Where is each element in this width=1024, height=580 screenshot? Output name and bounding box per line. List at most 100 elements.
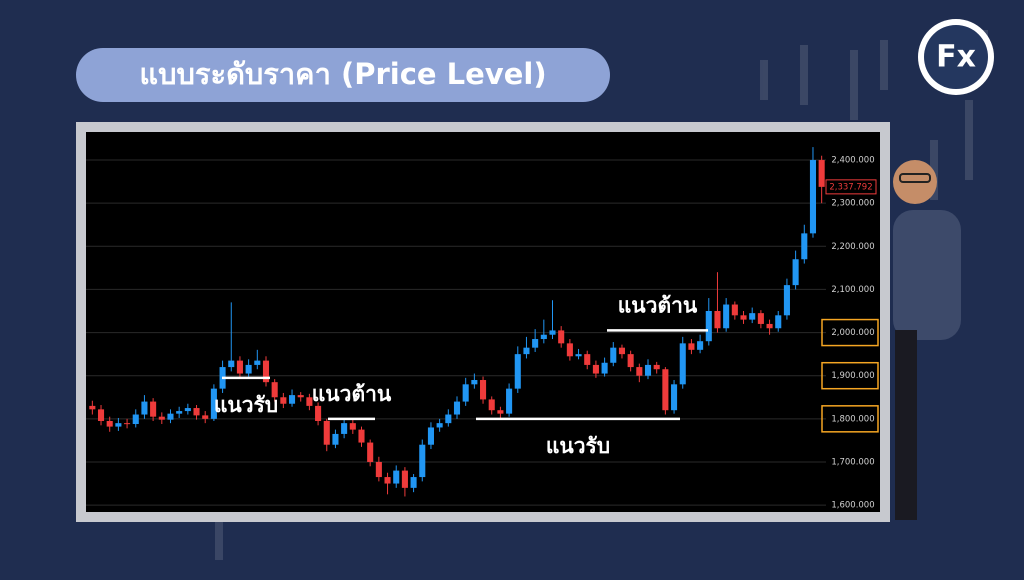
logo — [924, 25, 988, 89]
candle-body — [141, 401, 148, 415]
title-pill — [76, 48, 610, 102]
candle-body — [436, 423, 443, 428]
candle-body — [315, 405, 322, 421]
candle-body — [601, 362, 608, 374]
candle-body — [679, 343, 686, 385]
tick-highlight — [821, 405, 879, 433]
candle-body — [714, 311, 721, 329]
candle-body — [271, 382, 278, 398]
candle-body — [341, 423, 348, 434]
candle-body — [367, 442, 374, 462]
candle-body — [566, 343, 573, 357]
title: แบบระดับราคา (Price Level) — [139, 57, 546, 91]
candle-body — [671, 384, 678, 411]
candle-body — [662, 369, 669, 411]
candle-body — [228, 360, 235, 368]
candle-body — [306, 397, 313, 406]
candle-body — [749, 313, 756, 320]
candle-body — [375, 461, 382, 478]
candle-body — [158, 416, 165, 420]
candle-body — [358, 429, 365, 443]
candle-body — [332, 433, 339, 445]
candle-body — [592, 364, 599, 374]
candle-body — [766, 323, 773, 329]
candle-body — [775, 315, 782, 329]
candle-body — [584, 354, 591, 365]
candle-body — [740, 315, 747, 320]
y-tick-label: 2,100.000 — [831, 285, 874, 295]
candle-body — [401, 470, 408, 488]
level-label: แนวต้าน — [618, 293, 698, 317]
candle-body — [245, 364, 252, 374]
candle-body — [97, 409, 105, 421]
candle-body — [254, 360, 261, 365]
candle-body — [497, 410, 504, 414]
candle-body — [124, 423, 131, 425]
chart-area — [86, 132, 880, 512]
candle-body — [453, 401, 461, 415]
candle-body — [89, 405, 96, 410]
y-tick-label: 1,600.000 — [831, 501, 874, 511]
candle-body — [488, 399, 495, 411]
candle-body — [618, 347, 626, 355]
candle-body — [167, 413, 174, 420]
candle-body — [106, 420, 113, 427]
candle-body — [384, 477, 391, 484]
candle-body — [540, 334, 547, 340]
y-tick-label: 2,300.000 — [831, 199, 874, 209]
candle-body — [636, 367, 643, 376]
last-price-box — [825, 179, 877, 195]
candle-body — [627, 354, 634, 368]
candle-body — [688, 343, 695, 350]
candle-body — [236, 360, 243, 374]
plot: 1,600.000 1,700.000 1,800.000 1,900.000 2,00… — [86, 147, 879, 511]
candle-body — [549, 330, 556, 335]
candle-body — [393, 470, 400, 484]
candle-body — [132, 414, 139, 425]
level-label: แนวต้าน — [312, 382, 392, 406]
candle-body — [297, 395, 304, 398]
y-tick-label: 1,700.000 — [831, 457, 874, 467]
tick-highlight — [821, 361, 879, 390]
candle-body — [427, 427, 434, 445]
candle-body — [480, 380, 487, 400]
level-label: แนวรับ — [214, 393, 278, 417]
candle-body — [818, 160, 825, 187]
candle-body — [644, 364, 652, 376]
candle-body — [176, 411, 183, 414]
last-price-label: 2,337.792 — [829, 182, 872, 192]
candle-body — [792, 259, 799, 286]
candle-body — [419, 444, 426, 478]
candle-body — [280, 397, 287, 404]
candle-body — [445, 414, 452, 424]
candle-body — [202, 415, 209, 419]
tick-highlight — [821, 318, 879, 347]
candle-body — [288, 395, 296, 404]
candle-body — [653, 364, 660, 370]
candle-body — [210, 388, 217, 419]
y-tick-label: 2,000.000 — [831, 328, 874, 338]
candle-body — [193, 408, 200, 416]
level-label: แนวรับ — [546, 434, 610, 458]
candle-body — [184, 408, 191, 412]
y-tick-label: 2,400.000 — [831, 156, 874, 166]
candle-body — [809, 160, 817, 234]
candle-body — [462, 384, 469, 402]
candle-body — [150, 401, 157, 417]
candle-body — [349, 423, 356, 430]
candle-body — [757, 313, 764, 324]
candle-body — [471, 380, 478, 385]
candle-body — [801, 233, 808, 260]
candle-body — [410, 477, 417, 488]
candle-body — [723, 304, 730, 329]
candle-body — [697, 341, 704, 350]
candle-body — [532, 339, 539, 348]
candle-body — [731, 304, 738, 316]
candle-body — [705, 311, 712, 342]
candle-body — [262, 360, 270, 383]
candle-body — [610, 347, 617, 363]
candle-body — [506, 388, 513, 414]
candle-body — [558, 330, 565, 344]
